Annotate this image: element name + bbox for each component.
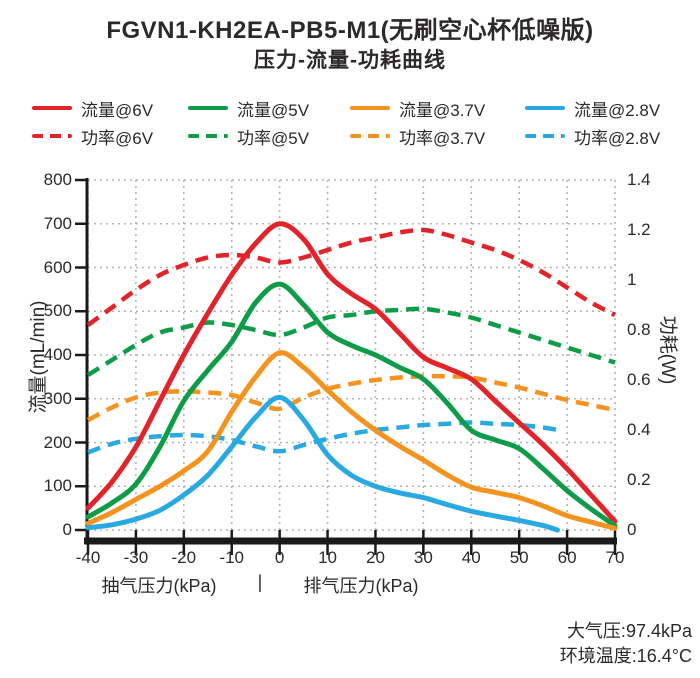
y-left-tick-100: 100 (43, 476, 72, 496)
y-left-tick-500: 500 (43, 301, 72, 321)
legend-col-3.7V: 流量@3.7V 功率@3.7V (350, 96, 520, 152)
y-left-tick-600: 600 (43, 257, 72, 277)
y-right-tick-0.8: 0.8 (627, 320, 651, 339)
legend-label: 功率@6V (81, 128, 154, 148)
axes (75, 178, 617, 555)
ambient-temperature-note: 环境温度:16.4°C (559, 646, 692, 666)
x-tick-20: 20 (365, 548, 385, 567)
solid-line-swatch (525, 105, 565, 111)
legend-label: 流量@5V (237, 100, 310, 120)
legend-item-flow-6v: 流量@6V (32, 98, 154, 120)
curve-power-3.7v (86, 373, 616, 422)
x-tick--20: -20 (171, 548, 197, 567)
y-left-tick-200: 200 (43, 432, 72, 452)
y-right-tick-1.4: 1.4 (627, 170, 651, 189)
curve-power-5v (86, 306, 616, 377)
legend-item-power-6v: 功率@6V (32, 126, 154, 148)
legend-item-power-2.8v: 功率@2.8V (525, 126, 661, 148)
dashed-line-swatch (525, 133, 565, 139)
dashed-line-swatch (188, 133, 228, 139)
solid-line-swatch (350, 105, 390, 111)
x-axis-caption-separator: | (257, 572, 263, 592)
x-tick--10: -10 (219, 548, 244, 567)
legend-col-6V: 流量@6V 功率@6V (32, 96, 202, 152)
curve-flow-2.8v (85, 394, 560, 533)
x-tick-10: 10 (318, 548, 337, 567)
legend-label: 功率@3.7V (399, 128, 486, 148)
legend-item-power-5v: 功率@5V (188, 126, 310, 148)
legend-col-2.8V: 流量@2.8V 功率@2.8V (525, 96, 695, 152)
solid-line-swatch (188, 105, 228, 111)
curve-flow-6v (85, 221, 618, 524)
legend-label: 流量@6V (81, 100, 154, 120)
curve-flow-5v (85, 281, 618, 529)
y-left-tick-0: 0 (62, 520, 72, 539)
legend-label: 流量@2.8V (574, 100, 661, 120)
x-tick--40: -40 (75, 548, 101, 567)
curve-flow-3.7v (85, 350, 618, 531)
dashed-line-swatch (32, 133, 72, 139)
x-tick--30: -30 (123, 548, 149, 567)
y-right-tick-1.2: 1.2 (627, 220, 651, 239)
x-axis-caption-vacuum: 抽气压力(kPa) (101, 576, 217, 596)
y-right-tick-0.4: 0.4 (627, 420, 651, 439)
curve-power-6v (86, 227, 617, 327)
legend-item-flow-2.8v: 流量@2.8V (525, 98, 661, 120)
legend-item-flow-5v: 流量@5V (188, 98, 310, 120)
curve-power-2.8v (87, 420, 558, 455)
y-axis-right-title: 功耗(W) (657, 315, 678, 385)
y-right-tick-0.2: 0.2 (627, 470, 651, 489)
x-tick-50: 50 (509, 548, 529, 567)
legend-label: 流量@3.7V (399, 100, 486, 120)
x-tick-70: 70 (605, 548, 625, 567)
y-left-tick-400: 400 (43, 345, 72, 364)
x-axis-caption-exhaust: 排气压力(kPa) (303, 576, 419, 596)
legend-label: 功率@2.8V (574, 128, 661, 148)
x-tick-60: 60 (557, 548, 577, 567)
y-right-tick-0: 0 (627, 520, 637, 539)
page-subtitle: 压力-流量-功耗曲线 (254, 49, 446, 72)
solid-line-swatch (32, 105, 72, 111)
dashed-line-swatch (350, 133, 390, 139)
legend-col-5V: 流量@5V 功率@5V (188, 96, 358, 152)
legend-item-flow-3.7v: 流量@3.7V (350, 98, 486, 120)
y-right-tick-1: 1 (627, 270, 637, 289)
y-right-tick-0.6: 0.6 (627, 370, 651, 389)
ambient-pressure-note: 大气压:97.4kPa (566, 621, 692, 641)
legend-item-power-3.7v: 功率@3.7V (350, 126, 486, 148)
y-axis-left-title: 流量(mL/min) (28, 300, 49, 414)
x-tick-0: 0 (274, 548, 285, 567)
page-title: FGVN1-KH2EA-PB5-M1(无刷空心杯低噪版) (106, 17, 594, 44)
y-left-tick-700: 700 (43, 213, 72, 233)
y-left-tick-300: 300 (43, 388, 72, 408)
x-tick-40: 40 (461, 548, 481, 567)
x-tick-30: 30 (413, 548, 433, 567)
y-left-tick-800: 800 (43, 170, 72, 189)
legend-label: 功率@5V (237, 128, 310, 148)
